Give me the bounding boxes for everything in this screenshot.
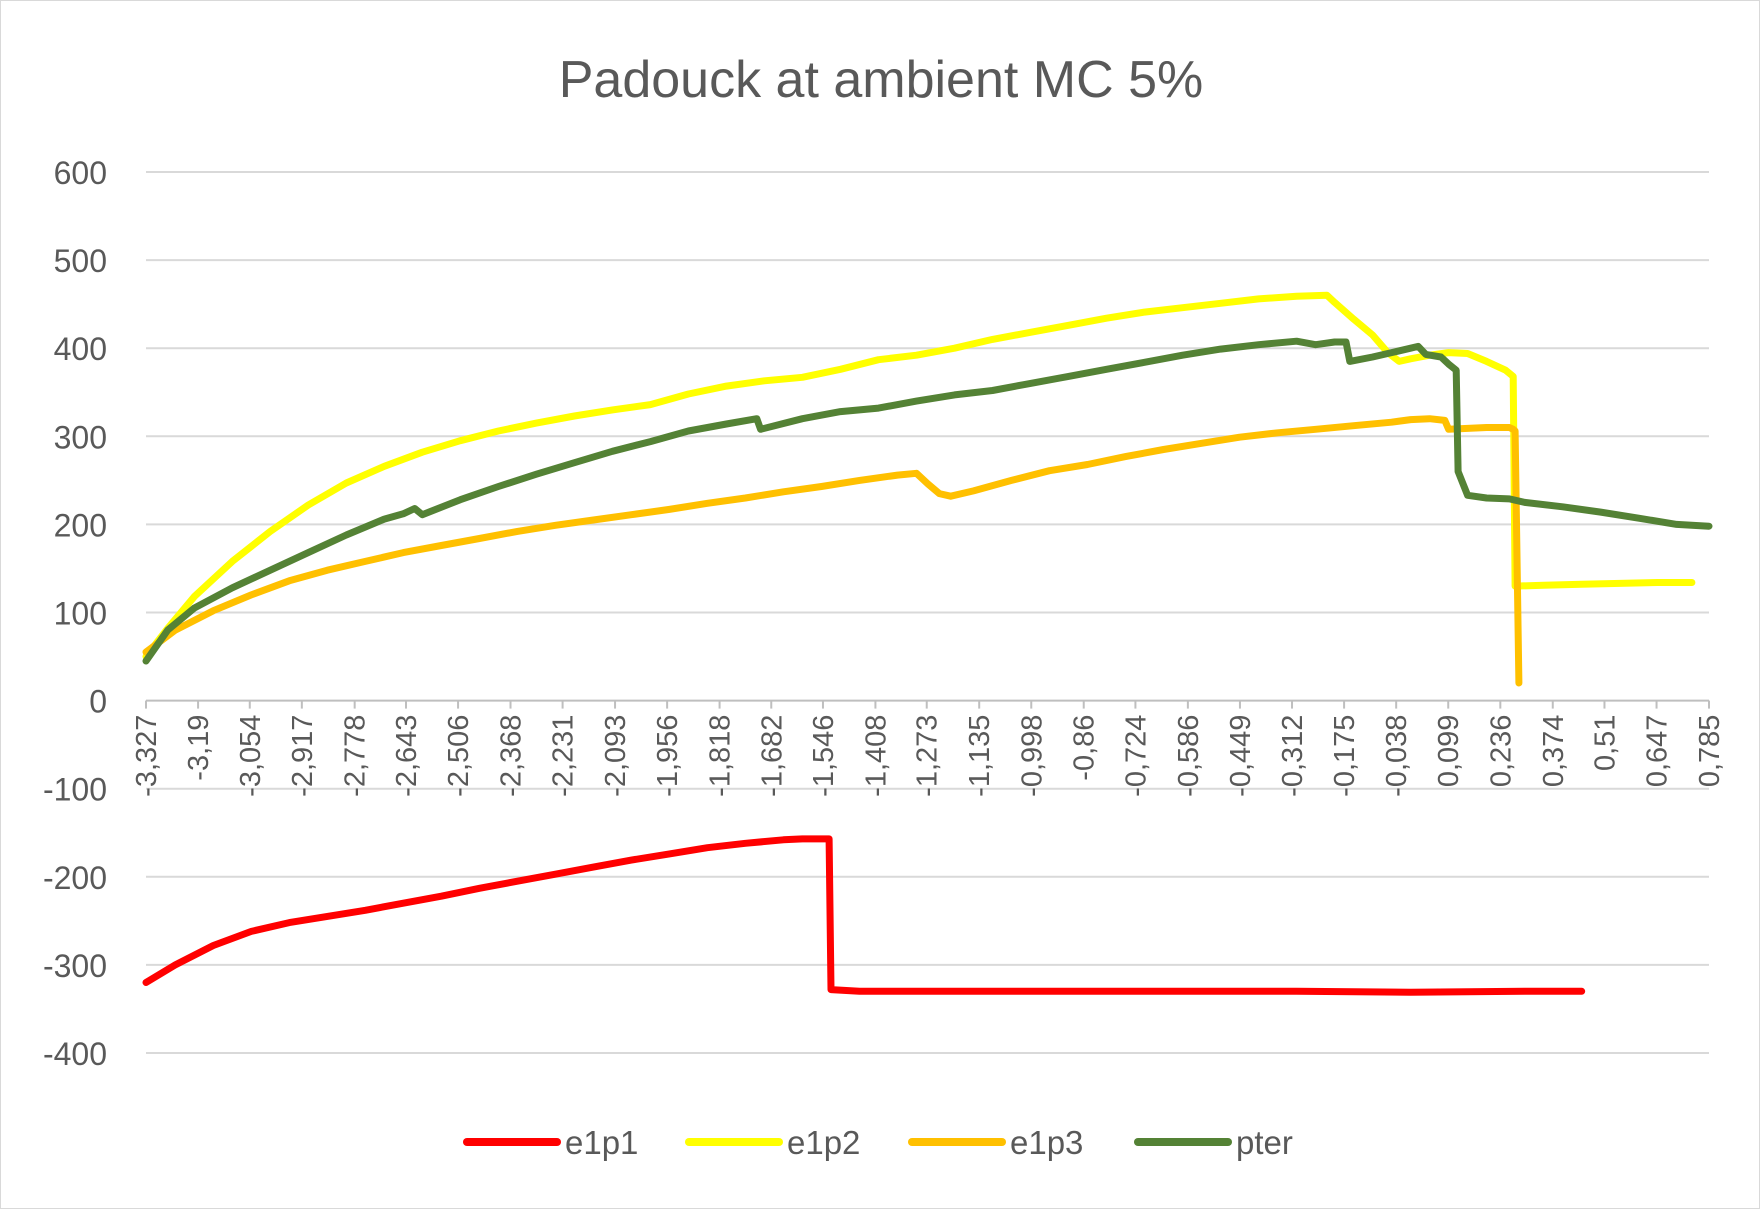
series-line-pter <box>142 337 1713 665</box>
x-tick-label: 0,51 <box>1589 715 1621 771</box>
x-tick-label: -1,818 <box>705 715 737 797</box>
x-tick-label: -2,506 <box>443 715 475 797</box>
y-tick-label: 500 <box>54 243 107 279</box>
y-tick-label: 100 <box>54 596 107 632</box>
x-tick-label: 0,099 <box>1433 715 1465 788</box>
x-tick-label: 0,374 <box>1538 715 1570 788</box>
x-tick-label: -1,546 <box>808 715 840 797</box>
y-tick-label: 400 <box>54 331 107 367</box>
series-lines <box>142 291 1713 996</box>
x-tick-label: -1,135 <box>964 715 996 797</box>
legend-label-e1p2: e1p2 <box>787 1124 860 1161</box>
y-axis-ticks: 600 500 400 300 200 100 0 -100 -200 -300 -400 <box>43 155 107 1072</box>
y-tick-label: 300 <box>54 419 107 455</box>
x-tick-label: -0,312 <box>1277 715 1309 797</box>
y-tick-label: 600 <box>54 155 107 191</box>
y-tick-label: 200 <box>54 507 107 543</box>
x-tick-label: -0,724 <box>1120 715 1152 797</box>
x-tick-label: -0,038 <box>1381 715 1413 797</box>
x-tick-label: -1,682 <box>756 715 788 797</box>
x-tick-label: -0,586 <box>1173 715 1205 797</box>
x-tick-label: -2,368 <box>496 715 528 797</box>
x-tick-label: 0,236 <box>1485 715 1517 788</box>
y-tick-label: -400 <box>43 1036 107 1072</box>
chart-title: Padouck at ambient MC 5% <box>559 51 1204 109</box>
x-tick-label: -0,449 <box>1225 715 1257 797</box>
x-axis-ticks: -3,327 -3,19 -3,054 -2,917 -2,778 -2,643 -2,50… <box>131 700 1726 797</box>
y-tick-label: -100 <box>43 772 107 808</box>
x-tick-label: -3,19 <box>183 715 215 781</box>
legend: e1p1 e1p2 e1p3 pter <box>463 1124 1293 1161</box>
x-tick-label: -3,327 <box>131 715 163 797</box>
legend-label-e1p3: e1p3 <box>1010 1124 1083 1161</box>
gridlines <box>146 171 1709 1054</box>
x-tick-label: -2,917 <box>287 715 319 797</box>
x-tick-label: -2,093 <box>600 715 632 797</box>
x-tick-label: -1,273 <box>912 715 944 797</box>
y-tick-label: -300 <box>43 948 107 984</box>
x-tick-label: 0,647 <box>1642 715 1674 788</box>
legend-label-e1p1: e1p1 <box>565 1124 638 1161</box>
x-tick-label: -2,231 <box>548 715 580 797</box>
x-tick-label: -0,86 <box>1069 715 1101 781</box>
series-line-e1p3 <box>142 415 1523 687</box>
x-tick-label: -0,175 <box>1329 715 1361 797</box>
x-tick-label: -1,956 <box>652 715 684 797</box>
series-line-e1p1 <box>142 835 1586 996</box>
legend-label-pter: pter <box>1236 1124 1293 1161</box>
x-tick-label: -2,778 <box>340 715 372 797</box>
series-line-e1p2 <box>142 291 1696 660</box>
y-tick-label: 0 <box>89 684 107 720</box>
x-tick-label: -2,643 <box>391 715 423 797</box>
x-tick-label: -3,054 <box>235 715 267 797</box>
y-tick-label: -200 <box>43 860 107 896</box>
x-tick-label: -1,408 <box>860 715 892 797</box>
x-tick-label: 0,785 <box>1694 715 1726 788</box>
x-tick-label: -0,998 <box>1016 715 1048 797</box>
